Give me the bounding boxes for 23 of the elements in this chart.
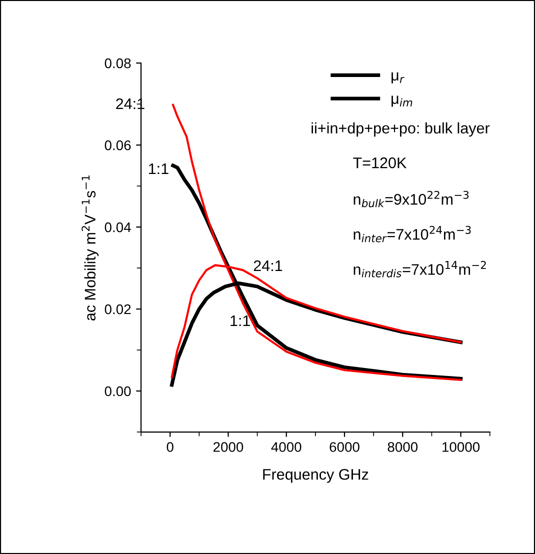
annotation: 24:1: [254, 260, 282, 272]
x-tick-label: 4000: [271, 442, 302, 452]
annotation: T=120K: [353, 157, 407, 168]
x-tick-label: 2000: [213, 442, 244, 452]
y-tick-label: 0.06: [104, 140, 131, 150]
x-tick-label: 8000: [388, 442, 418, 452]
annotation: 1:1: [230, 316, 250, 326]
annotation: ii+in+dp+pe+po: bulk layer: [312, 122, 490, 137]
legend-label: μ$_{r}$: [392, 72, 404, 84]
annotation: n$_{bulk}$=9x10$^{22}$m$^{−3}$: [354, 190, 469, 208]
y-tick-label: 0.00: [104, 386, 131, 396]
legend-label: μ$_{im}$: [392, 96, 412, 107]
annotation: n$_{inter}$=7x10$^{24}$m$^{−3}$: [354, 226, 471, 242]
annotation: 1:1: [149, 163, 168, 174]
x-tick-label: 10000: [442, 442, 480, 452]
x-tick-label: 0: [166, 442, 174, 452]
y-tick-label: 0.04: [104, 222, 131, 232]
x-axis-title: Frequency GHz: [263, 468, 368, 483]
x-tick-label: 6000: [330, 442, 360, 452]
y-tick-label: 0.08: [104, 58, 131, 68]
y-axis-title: ac Mobility m$^{2}$V$^{−1}$s$^{−1}$: [82, 176, 99, 320]
y-tick-label: 0.02: [104, 304, 131, 314]
annotation: n$_{interdis}$=7x10$^{14}$m$^{−2}$: [354, 260, 486, 278]
